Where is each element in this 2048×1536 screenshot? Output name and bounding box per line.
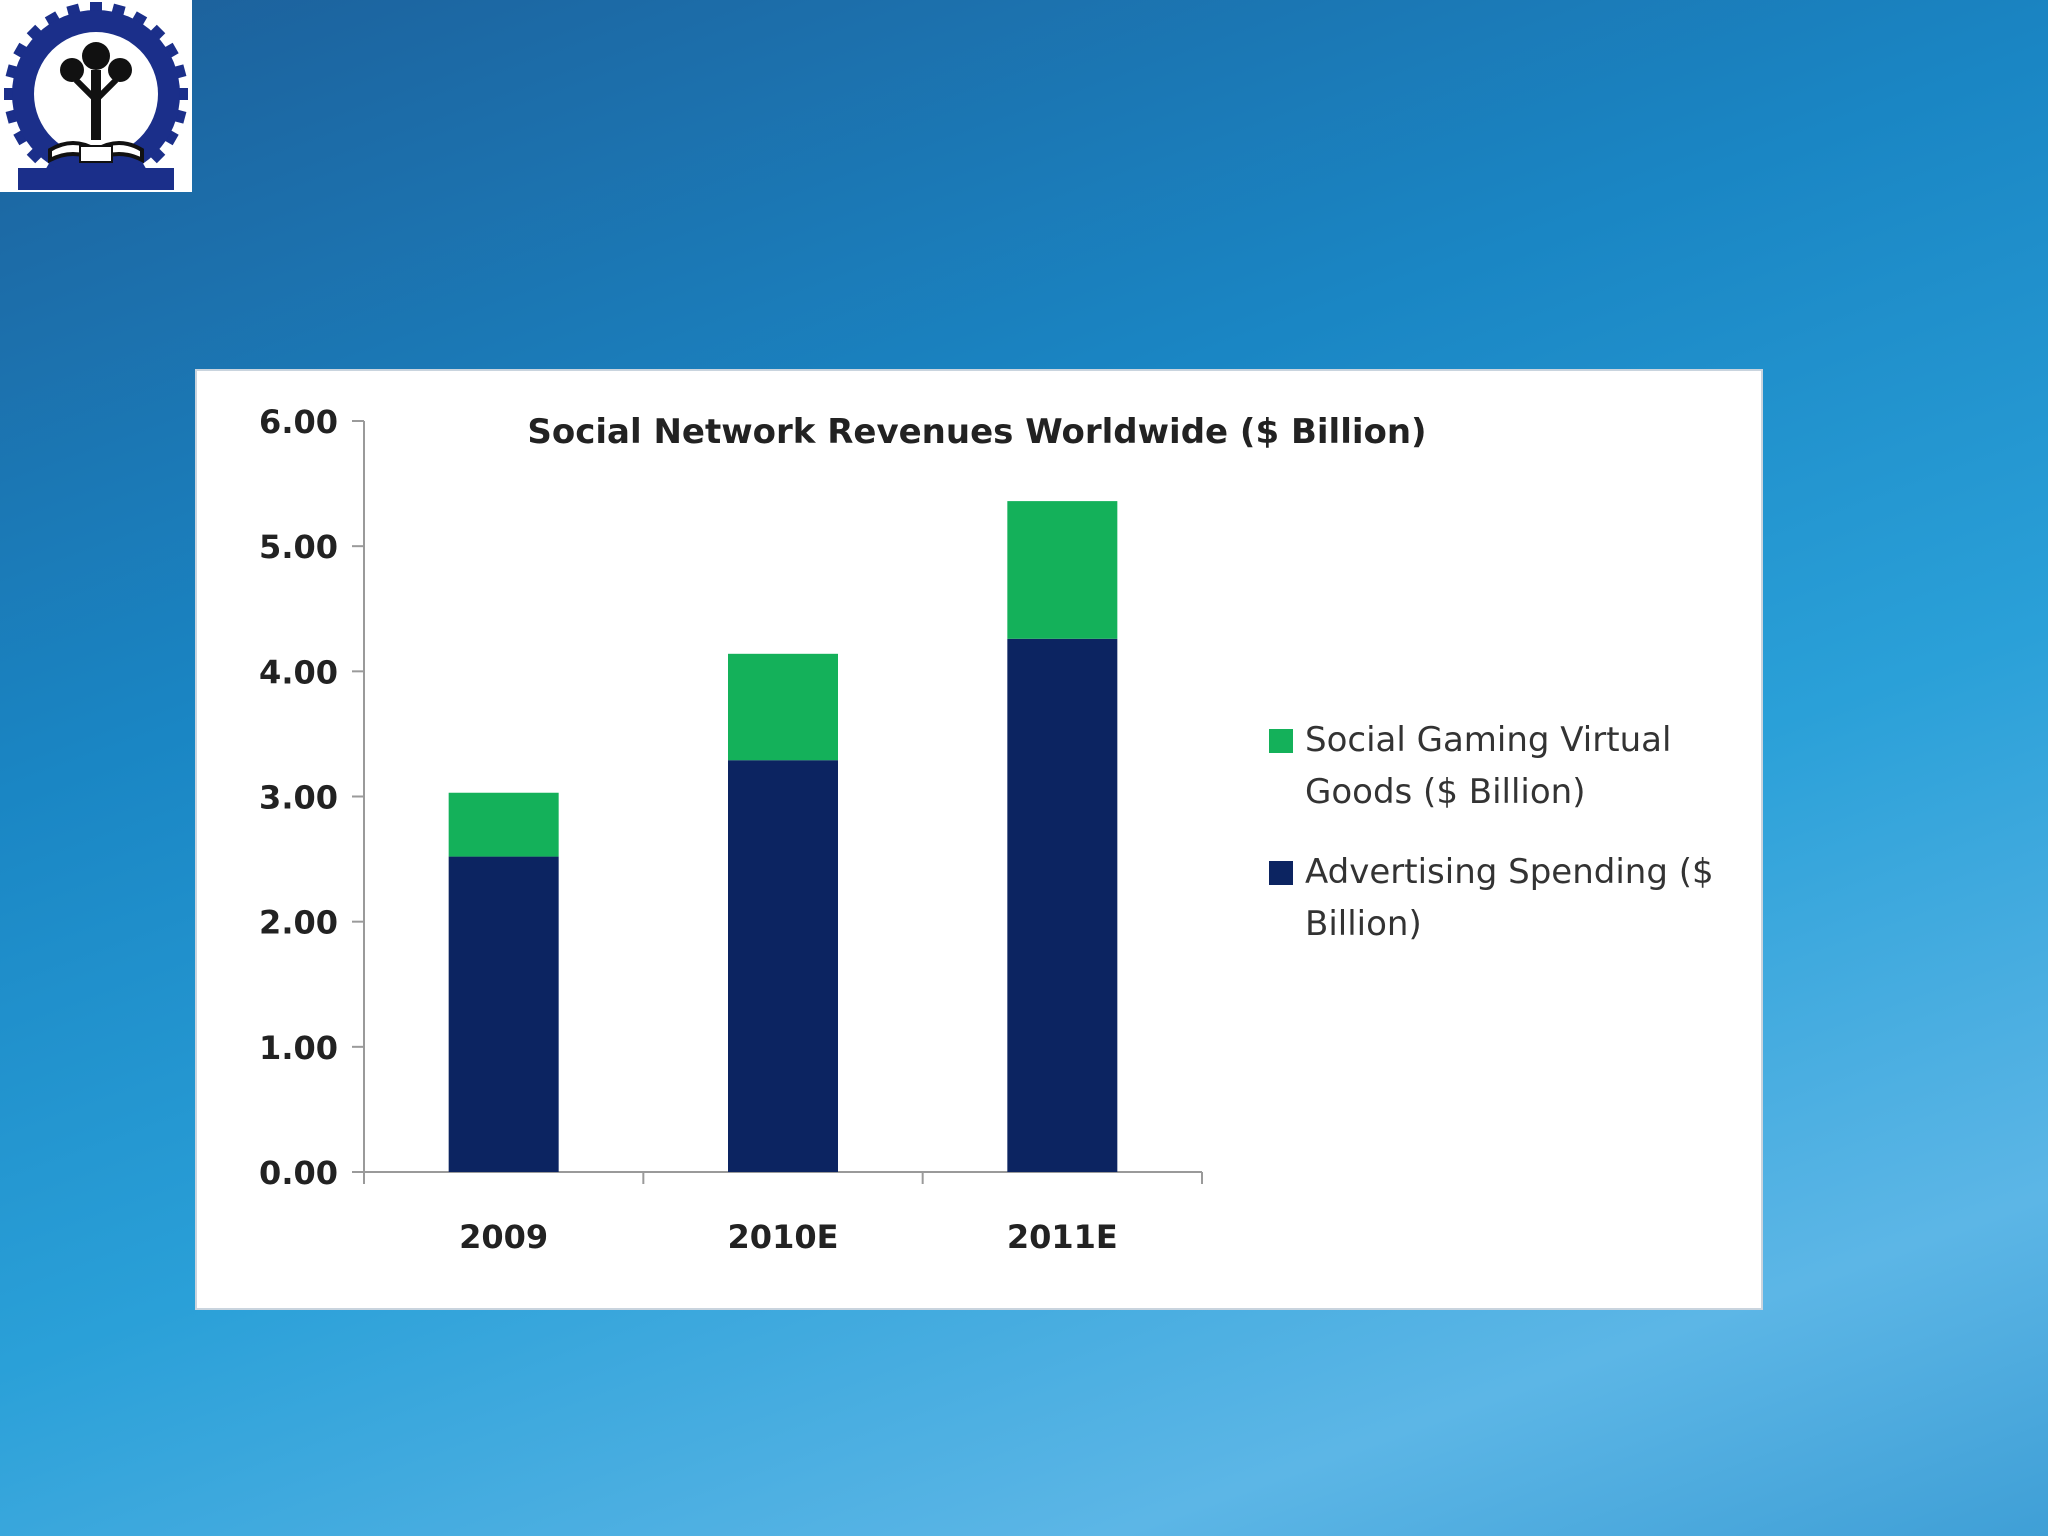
y-tick-label: 4.00 xyxy=(259,653,338,691)
x-tick-label: 2011E xyxy=(1007,1218,1118,1256)
y-tick-label: 1.00 xyxy=(259,1029,338,1067)
bar-segment xyxy=(1007,501,1118,639)
legend-label: Billion) xyxy=(1305,904,1422,944)
y-tick-label: 6.00 xyxy=(259,403,338,441)
y-tick-label: 0.00 xyxy=(259,1154,338,1192)
legend-label: Advertising Spending ($ xyxy=(1305,852,1714,892)
legend-swatch xyxy=(1269,861,1293,885)
bar-segment xyxy=(448,792,559,857)
bar-segment xyxy=(1007,638,1118,1172)
chart-title: Social Network Revenues Worldwide ($ Bil… xyxy=(527,412,1426,452)
chart-legend: Social Gaming Virtual Goods ($ Billion) Ad… xyxy=(1269,720,1714,944)
bar-segment xyxy=(728,653,838,761)
legend-label: Social Gaming Virtual xyxy=(1305,720,1671,760)
logo-emblem-icon xyxy=(4,2,188,190)
legend-swatch xyxy=(1269,729,1293,753)
chart-frame: Social Network Revenues Worldwide ($ Bil… xyxy=(195,369,1763,1310)
x-tick-label: 2009 xyxy=(459,1218,548,1256)
bar-segment xyxy=(448,856,559,1172)
bar-segment xyxy=(728,760,838,1172)
y-tick-label: 2.00 xyxy=(259,904,338,942)
y-tick-label: 5.00 xyxy=(259,528,338,566)
iit-kharagpur-logo xyxy=(0,0,192,192)
legend-label: Goods ($ Billion) xyxy=(1305,772,1585,812)
stacked-bar-chart: Social Network Revenues Worldwide ($ Bil… xyxy=(259,403,1714,1256)
chart-axes: 0.00 1.00 2.00 3.00 4.00 5.00 6.00 2009 2010E 201… xyxy=(259,403,1203,1256)
x-tick-label: 2010E xyxy=(728,1218,839,1256)
chart-bars xyxy=(448,501,1118,1172)
y-tick-label: 3.00 xyxy=(259,779,338,817)
